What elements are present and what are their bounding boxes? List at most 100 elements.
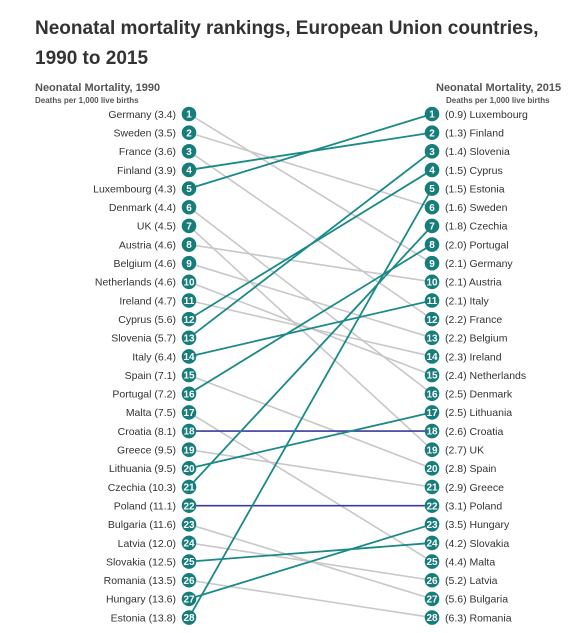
left-label-lithuania: Lithuania (9.5) <box>109 463 176 475</box>
right-rank-number: 17 <box>426 408 438 419</box>
left-label-latvia: Latvia (12.0) <box>118 538 176 550</box>
left-rank-marker <box>181 461 197 476</box>
left-rank-marker <box>181 442 197 458</box>
right-node-20: 20 <box>424 461 440 476</box>
right-node-17: 17 <box>424 405 440 420</box>
left-axis-sublabel: Deaths per 1,000 live births <box>35 96 139 105</box>
left-label-netherlands: Netherlands (4.6) <box>95 277 176 289</box>
right-label-austria: (2.1) Austria <box>445 277 502 289</box>
right-rank-number: 13 <box>426 333 438 344</box>
right-rank-marker <box>424 293 440 308</box>
right-rank-number: 15 <box>426 371 438 382</box>
right-node-8: 8 <box>424 237 440 252</box>
left-rank-number: 17 <box>183 408 195 419</box>
right-label-netherlands: (2.4) Netherlands <box>445 370 526 382</box>
left-label-bulgaria: Bulgaria (11.6) <box>108 519 176 531</box>
right-label-poland: (3.1) Poland <box>445 500 502 512</box>
right-rank-marker <box>424 330 440 346</box>
right-rank-number: 9 <box>429 259 435 270</box>
right-rank-number: 25 <box>426 557 438 568</box>
right-label-denmark: (2.5) Denmark <box>445 389 513 401</box>
right-node-1: 1 <box>424 106 440 122</box>
left-label-germany: Germany (3.4) <box>108 109 176 121</box>
right-label-greece: (2.9) Greece <box>445 482 504 494</box>
left-node-17: 17 <box>181 405 197 420</box>
left-node-9: 9 <box>181 255 197 271</box>
right-node-13: 13 <box>424 330 440 346</box>
right-rank-number: 2 <box>429 128 435 139</box>
right-rank-number: 27 <box>426 595 438 606</box>
right-rank-number: 23 <box>426 520 438 531</box>
left-rank-number: 14 <box>183 352 195 363</box>
left-rank-number: 8 <box>186 240 192 251</box>
right-rank-marker <box>424 591 440 607</box>
left-label-finland: Finland (3.9) <box>117 165 176 177</box>
slope-line-spain <box>188 374 433 470</box>
right-rank-marker <box>424 461 440 476</box>
right-node-9: 9 <box>424 255 440 271</box>
slope-line-italy <box>188 299 433 358</box>
left-rank-marker <box>181 311 197 327</box>
right-rank-number: 21 <box>426 483 438 494</box>
right-rank-number: 28 <box>426 613 438 624</box>
left-node-27: 27 <box>181 591 197 607</box>
left-rank-marker <box>181 517 197 532</box>
right-rank-marker <box>424 255 440 271</box>
right-node-4: 4 <box>424 162 440 178</box>
left-label-italy: Italy (6.4) <box>132 351 176 363</box>
right-node-10: 10 <box>424 274 440 290</box>
right-label-uk: (2.7) UK <box>445 445 484 457</box>
right-rank-number: 10 <box>426 277 438 288</box>
left-rank-marker <box>181 237 197 252</box>
left-node-25: 25 <box>181 554 197 569</box>
left-rank-number: 7 <box>186 222 192 233</box>
right-node-12: 12 <box>424 311 440 327</box>
left-rank-marker <box>181 591 197 607</box>
left-label-spain: Spain (7.1) <box>125 370 176 382</box>
left-label-slovenia: Slovenia (5.7) <box>111 333 176 345</box>
right-rank-marker <box>424 498 440 513</box>
right-label-slovenia: (1.4) Slovenia <box>445 146 510 158</box>
left-rank-marker <box>181 479 197 495</box>
right-rank-number: 1 <box>429 110 435 121</box>
left-node-12: 12 <box>181 311 197 327</box>
right-rank-number: 5 <box>429 184 435 195</box>
left-rank-number: 2 <box>186 128 192 139</box>
left-label-luxembourg: Luxembourg (4.3) <box>93 183 176 195</box>
right-node-21: 21 <box>424 479 440 495</box>
left-node-1: 1 <box>181 106 197 122</box>
left-node-22: 22 <box>181 498 197 513</box>
right-rank-marker <box>424 572 440 588</box>
right-label-latvia: (5.2) Latvia <box>445 575 498 587</box>
left-rank-number: 19 <box>183 445 195 456</box>
left-label-portugal: Portugal (7.2) <box>112 389 176 401</box>
left-rank-marker <box>181 386 197 402</box>
left-node-21: 21 <box>181 479 197 495</box>
left-rank-marker <box>181 218 197 234</box>
right-rank-marker <box>424 535 440 551</box>
right-label-slovakia: (4.2) Slovakia <box>445 538 509 550</box>
right-rank-number: 7 <box>429 222 435 233</box>
right-axis-sublabel: Deaths per 1,000 live births <box>446 96 550 105</box>
right-rank-number: 26 <box>426 576 438 587</box>
left-rank-number: 28 <box>183 613 195 624</box>
right-rank-marker <box>424 442 440 458</box>
slope-line-malta <box>188 411 433 563</box>
right-rank-marker <box>424 199 440 215</box>
chart-title: Neonatal mortality rankings, European Un… <box>35 18 539 69</box>
slope-line-france <box>188 150 433 320</box>
left-label-romania: Romania (13.5) <box>104 575 176 587</box>
right-node-18: 18 <box>424 423 440 439</box>
left-rank-marker <box>181 255 197 271</box>
left-rank-marker <box>181 181 197 196</box>
right-node-14: 14 <box>424 349 440 364</box>
left-node-13: 13 <box>181 330 197 346</box>
right-label-malta: (4.4) Malta <box>445 556 495 568</box>
right-rank-marker <box>424 386 440 402</box>
left-node-10: 10 <box>181 274 197 290</box>
right-node-11: 11 <box>424 293 440 308</box>
right-rank-number: 6 <box>429 203 435 214</box>
left-label-ireland: Ireland (4.7) <box>119 295 176 307</box>
slope-line-austria <box>188 243 433 283</box>
